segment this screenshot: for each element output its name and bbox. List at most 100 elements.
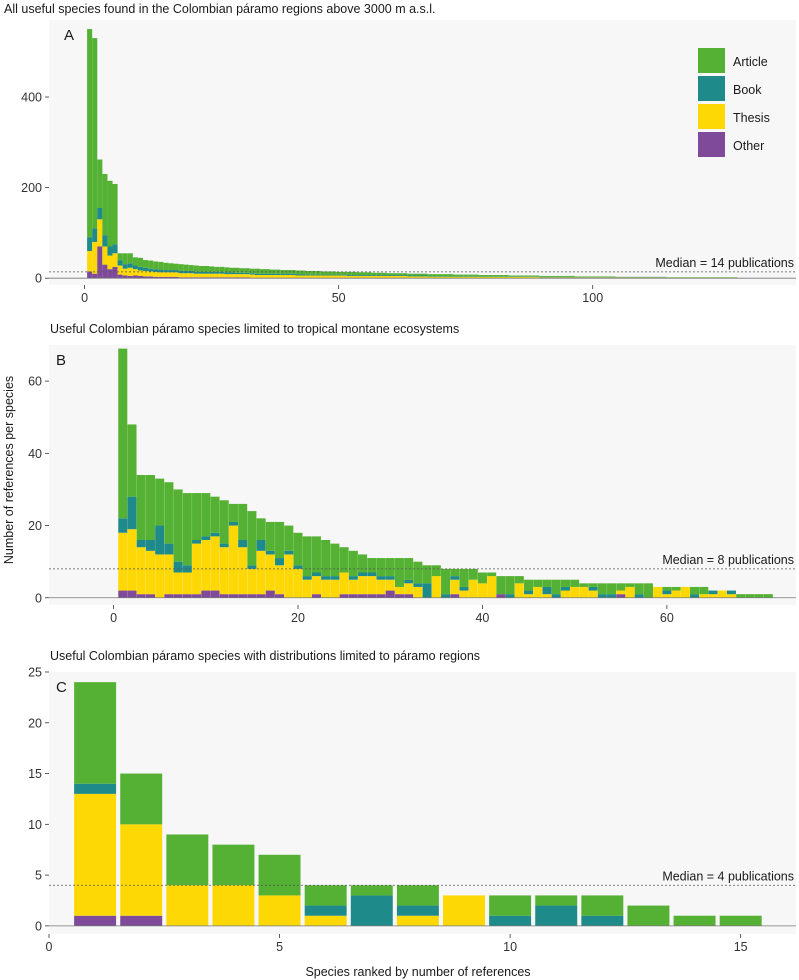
bar-thesis-species-26 (214, 273, 220, 278)
bar-thesis-species-18 (275, 565, 285, 595)
bar-book-species-21 (188, 270, 194, 274)
bar-article-species-64 (699, 586, 709, 595)
bar-thesis-species-45 (310, 275, 316, 278)
bar-article-species-27 (358, 554, 368, 573)
bar-article-species-58 (643, 583, 653, 598)
bar-article-species-15 (719, 915, 762, 926)
bar-article-species-68 (427, 274, 433, 277)
bar-article-species-21 (188, 265, 194, 271)
bar-other-species-42 (496, 594, 506, 598)
bar-book-species-49 (331, 274, 337, 276)
bar-article-species-81 (493, 275, 499, 277)
y-tick-label: 20 (28, 519, 42, 533)
bar-article-species-69 (432, 274, 438, 277)
bar-book-species-9 (127, 263, 133, 268)
bar-thesis-species-22 (193, 273, 199, 278)
bar-article-species-8 (182, 493, 192, 566)
bar-article-species-16 (256, 518, 266, 540)
bar-thesis-species-91 (544, 277, 550, 279)
bar-book-species-65 (708, 590, 718, 595)
bar-article-species-49 (331, 271, 337, 275)
bar-article-species-21 (302, 536, 312, 577)
bar-thesis-species-58 (376, 275, 382, 278)
bar-other-species-4 (145, 594, 155, 598)
bar-article-species-28 (367, 558, 377, 573)
bar-book-species-15 (247, 565, 257, 569)
bar-thesis-species-94 (559, 277, 565, 279)
bar-book-species-34 (254, 273, 260, 276)
bar-article-species-44 (514, 576, 524, 584)
bar-article-species-12 (143, 260, 149, 268)
bar-article-species-41 (290, 270, 296, 274)
bar-book-species-10 (132, 265, 138, 270)
bar-article-species-88 (529, 275, 535, 277)
bar-other-species-13 (148, 276, 154, 279)
bar-thesis-species-65 (708, 594, 718, 598)
bar-article-species-41 (487, 572, 497, 577)
bar-thesis-species-21 (302, 579, 312, 598)
bar-article-species-67 (422, 273, 428, 276)
bar-article-species-74 (458, 274, 464, 277)
bar-book-species-57 (634, 594, 644, 598)
bar-thesis-species-23 (198, 273, 204, 278)
bar-thesis-species-11 (210, 536, 220, 591)
bar-thesis-species-84 (508, 276, 514, 279)
bar-thesis-species-70 (437, 276, 443, 279)
bar-article-species-69 (745, 594, 755, 598)
bar-article-species-7 (117, 253, 123, 261)
bar-other-species-3 (136, 594, 146, 598)
bar-book-species-63 (690, 594, 700, 598)
bar-book-species-58 (376, 275, 382, 276)
bar-book-species-52 (588, 586, 598, 591)
bar-book-species-16 (163, 270, 169, 273)
bar-other-species-26 (348, 594, 358, 598)
bar-article-species-59 (381, 272, 387, 276)
bar-article-species-71 (763, 594, 773, 598)
bar-book-species-5 (107, 246, 113, 256)
bar-book-species-12 (219, 543, 229, 548)
bar-book-species-30 (234, 272, 240, 275)
bar-article-species-4 (212, 844, 255, 886)
bar-book-species-52 (346, 275, 352, 276)
bar-other-species-2 (92, 273, 98, 279)
legend: Article Book Thesis Other (698, 48, 770, 157)
bar-thesis-species-56 (625, 586, 635, 598)
bar-article-species-19 (284, 525, 294, 551)
bar-book-species-29 (376, 576, 386, 580)
bar-book-species-47 (320, 274, 326, 276)
x-tick-label: 20 (291, 611, 305, 625)
bar-book-species-19 (284, 550, 294, 555)
bar-article-species-79 (483, 275, 489, 277)
bar-article-species-40 (477, 572, 487, 584)
bar-other-species-14 (153, 276, 159, 279)
bar-thesis-species-1 (87, 251, 93, 272)
bar-other-species-7 (117, 274, 123, 279)
bar-book-species-10 (489, 915, 532, 926)
bar-article-species-78 (478, 275, 484, 277)
bar-thesis-species-96 (569, 277, 575, 279)
bar-thesis-species-76 (468, 276, 474, 279)
bar-book-species-64 (407, 275, 413, 277)
bar-other-species-17 (168, 276, 174, 279)
bar-thesis-species-66 (717, 590, 727, 598)
bar-thesis-species-41 (290, 275, 296, 278)
bar-article-species-40 (285, 270, 291, 274)
bar-book-species-22 (193, 271, 199, 274)
y-tick-label: 15 (28, 767, 42, 781)
bar-book-species-18 (275, 558, 285, 566)
bar-thesis-species-85 (513, 276, 520, 279)
bar-article-species-37 (270, 269, 276, 274)
bar-thesis-species-99 (585, 277, 591, 279)
bar-thesis-species-37 (450, 579, 460, 595)
bar-book-species-34 (422, 583, 432, 598)
panel-c-median-label: Median = 4 publications (662, 869, 794, 883)
bar-article-species-35 (431, 565, 441, 577)
bar-thesis-species-50 (336, 275, 342, 278)
bar-thesis-species-23 (321, 579, 331, 598)
bar-thesis-species-78 (478, 276, 484, 279)
bar-article-species-46 (533, 579, 543, 587)
bar-article-species-48 (325, 271, 332, 275)
bar-article-species-24 (203, 265, 210, 272)
bar-article-species-50 (570, 579, 580, 587)
bar-book-species-45 (524, 590, 534, 595)
